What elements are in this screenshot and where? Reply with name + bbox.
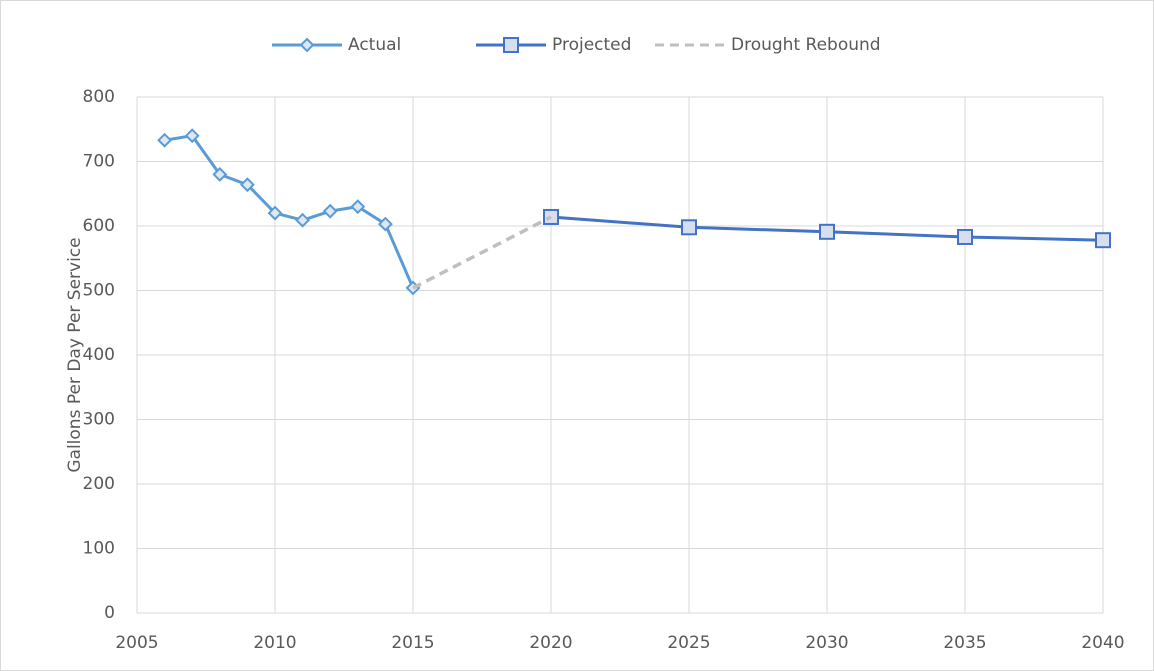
legend-label: Actual <box>348 35 401 55</box>
y-tick-label: 200 <box>83 474 115 494</box>
point <box>295 212 311 228</box>
x-tick-label: 2015 <box>391 633 434 653</box>
y-tick-label: 800 <box>83 87 115 107</box>
y-tick-label: 0 <box>104 603 115 623</box>
x-tick-label: 2005 <box>115 633 158 653</box>
point <box>239 177 255 193</box>
point <box>377 216 393 232</box>
legend-marker <box>299 37 315 53</box>
point <box>1095 232 1111 249</box>
y-tick-label: 300 <box>83 410 115 430</box>
point <box>681 219 697 236</box>
x-tick-label: 2030 <box>805 633 848 653</box>
x-tick-label: 2020 <box>529 633 572 653</box>
y-tick-label: 600 <box>83 216 115 236</box>
point <box>350 199 366 215</box>
x-tick-label: 2010 <box>253 633 296 653</box>
legend-label: Drought Rebound <box>731 35 881 55</box>
y-tick-label: 100 <box>83 539 115 559</box>
point <box>957 228 973 245</box>
point <box>157 132 173 148</box>
point <box>184 128 200 144</box>
legend-label: Projected <box>552 35 631 55</box>
series-line <box>164 134 415 289</box>
x-tick-label: 2040 <box>1081 633 1124 653</box>
y-tick-label: 400 <box>83 345 115 365</box>
y-tick-label: 700 <box>83 152 115 172</box>
point <box>322 203 338 219</box>
legend-marker <box>503 37 519 53</box>
series-line <box>412 215 552 290</box>
x-tick-label: 2025 <box>667 633 710 653</box>
point <box>212 166 228 182</box>
x-tick-label: 2035 <box>943 633 986 653</box>
point <box>819 223 835 240</box>
y-tick-label: 500 <box>83 281 115 301</box>
point <box>267 205 283 221</box>
y-axis-label: Gallons Per Day Per Service <box>65 237 85 472</box>
